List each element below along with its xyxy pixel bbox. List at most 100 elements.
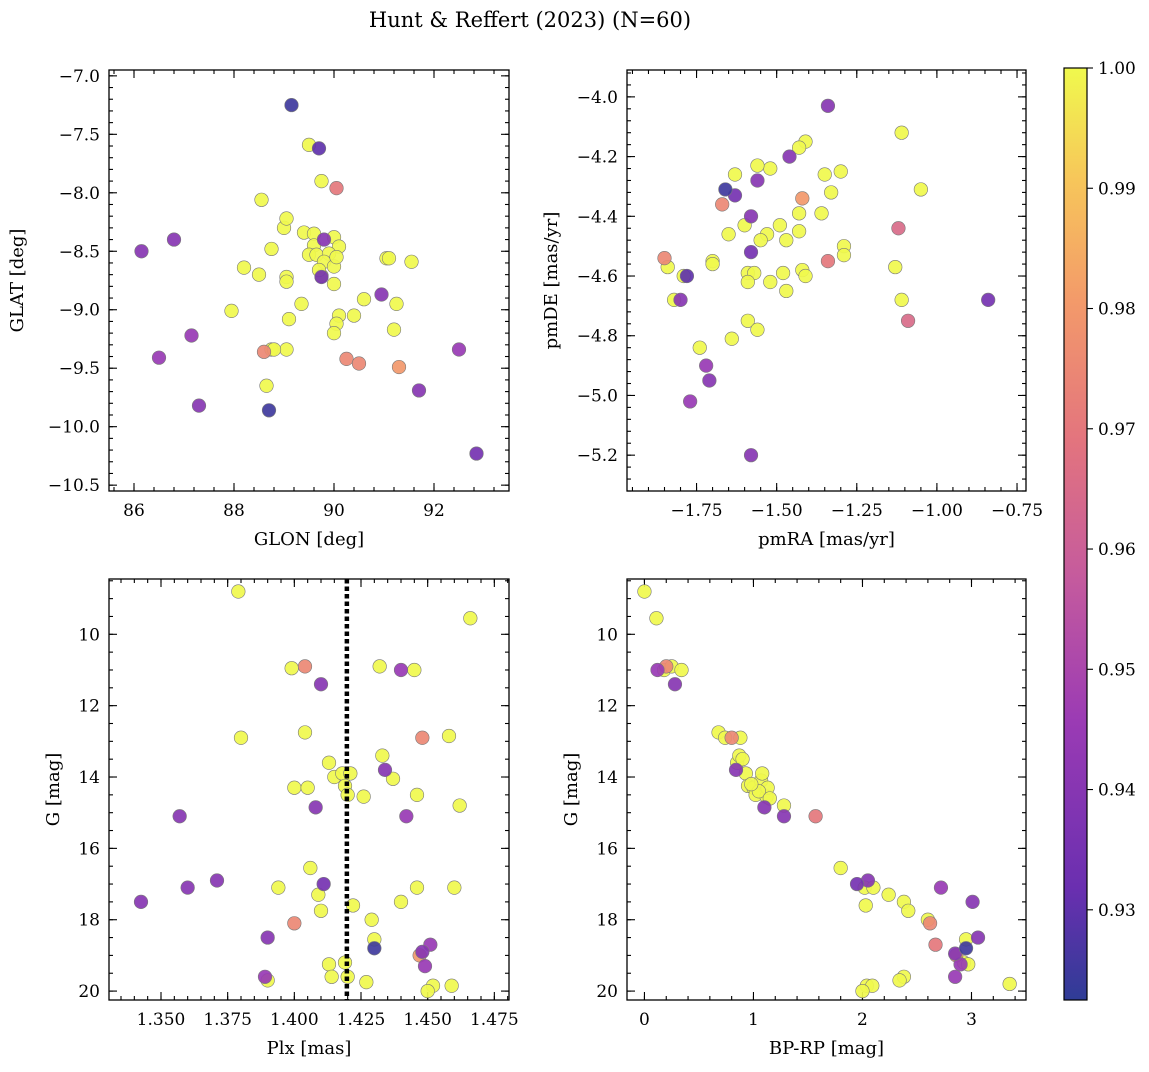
x-tick-label: −1.75 xyxy=(670,501,722,521)
y-tick-label: 20 xyxy=(78,982,100,1002)
data-point xyxy=(673,292,688,308)
data-point xyxy=(415,944,430,959)
data-point xyxy=(753,233,768,248)
data-point xyxy=(679,268,695,284)
y-tick-label: 16 xyxy=(596,839,618,859)
data-point xyxy=(657,251,672,266)
data-point xyxy=(744,777,759,792)
data-point xyxy=(833,860,848,876)
y-tick-label: 18 xyxy=(596,911,618,931)
data-point xyxy=(389,296,404,311)
data-point xyxy=(763,161,778,176)
data-point xyxy=(849,876,865,892)
x-tick-label: 1 xyxy=(748,1010,759,1030)
data-point xyxy=(750,322,765,337)
y-tick-label: −10.5 xyxy=(48,476,100,496)
data-point xyxy=(313,903,329,918)
data-point xyxy=(888,259,903,275)
data-point xyxy=(444,978,459,993)
data-point xyxy=(469,446,484,461)
x-tick-label: 90 xyxy=(323,501,345,521)
colorbar-tick-label: 0.95 xyxy=(1098,660,1136,680)
data-point xyxy=(393,662,409,678)
x-tick-label: −1.25 xyxy=(831,501,883,521)
data-point xyxy=(231,584,246,599)
colorbar-tick-label: 0.96 xyxy=(1098,540,1136,560)
y-tick-label: −9.5 xyxy=(59,359,100,379)
data-point xyxy=(833,164,848,179)
data-point xyxy=(314,173,329,189)
data-point xyxy=(420,983,435,999)
data-point xyxy=(417,959,433,974)
data-point xyxy=(271,880,286,895)
y-axis-label: G [mag] xyxy=(43,753,64,826)
data-point xyxy=(356,292,372,307)
data-point xyxy=(151,350,167,365)
data-point xyxy=(386,322,402,337)
data-point xyxy=(314,269,329,285)
data-point xyxy=(399,809,414,824)
y-tick-label: −7.5 xyxy=(59,125,100,145)
data-point xyxy=(284,97,299,113)
data-point xyxy=(674,662,689,678)
data-point xyxy=(340,787,355,802)
data-point xyxy=(836,248,852,263)
data-point xyxy=(892,973,907,988)
data-point xyxy=(329,181,344,196)
x-tick-label: 1.450 xyxy=(403,1010,452,1030)
y-tick-label: 20 xyxy=(596,982,618,1002)
data-point xyxy=(824,185,839,200)
y-tick-label: −10.0 xyxy=(48,418,100,438)
y-axis-label: pmDE [mas/yr] xyxy=(541,212,562,350)
axes-frame xyxy=(108,69,510,492)
data-point xyxy=(743,448,759,463)
data-point xyxy=(981,292,996,308)
colorbar-tick-label: 0.94 xyxy=(1098,781,1136,801)
data-point xyxy=(287,916,302,931)
data-point xyxy=(855,983,870,999)
data-point xyxy=(391,359,407,375)
data-point xyxy=(463,611,478,626)
y-tick-label: 16 xyxy=(78,839,100,859)
y-tick-label: −7.0 xyxy=(59,67,100,87)
y-tick-label: −4.2 xyxy=(577,148,618,168)
data-point xyxy=(779,283,794,299)
colorbar-tick-label: 0.93 xyxy=(1098,901,1136,921)
colorbar-gradient xyxy=(1063,67,1088,1001)
data-point xyxy=(297,659,313,674)
x-tick-label: 3 xyxy=(966,1010,977,1030)
data-point xyxy=(913,182,928,197)
data-point xyxy=(775,265,791,281)
y-tick-label: −8.0 xyxy=(59,184,100,204)
colorbar-tick-label: 0.99 xyxy=(1098,179,1136,199)
data-point xyxy=(928,937,943,952)
data-point xyxy=(254,192,269,207)
data-point xyxy=(356,789,371,804)
data-point xyxy=(411,383,427,398)
data-point xyxy=(820,253,836,269)
data-point xyxy=(791,140,807,155)
y-tick-label: −5.0 xyxy=(577,386,618,406)
x-tick-label: 1.475 xyxy=(470,1010,519,1030)
data-point xyxy=(409,880,425,895)
data-point xyxy=(339,351,354,366)
data-point xyxy=(351,356,367,371)
x-axis-label: GLON [deg] xyxy=(254,529,364,550)
data-point xyxy=(279,211,294,226)
data-point xyxy=(958,941,974,956)
data-point xyxy=(715,197,730,212)
x-tick-label: −0.75 xyxy=(991,501,1043,521)
data-point xyxy=(750,173,765,188)
scatter-points xyxy=(637,584,1017,999)
data-point xyxy=(180,880,195,895)
data-point xyxy=(814,206,829,221)
data-point xyxy=(894,292,909,308)
data-point xyxy=(755,766,770,781)
figure-title: Hunt & Reffert (2023) (N=60) xyxy=(369,8,691,32)
scatter-points xyxy=(133,584,478,999)
data-point xyxy=(329,250,344,265)
x-tick-label: 0 xyxy=(639,1010,650,1030)
data-point xyxy=(407,662,422,678)
